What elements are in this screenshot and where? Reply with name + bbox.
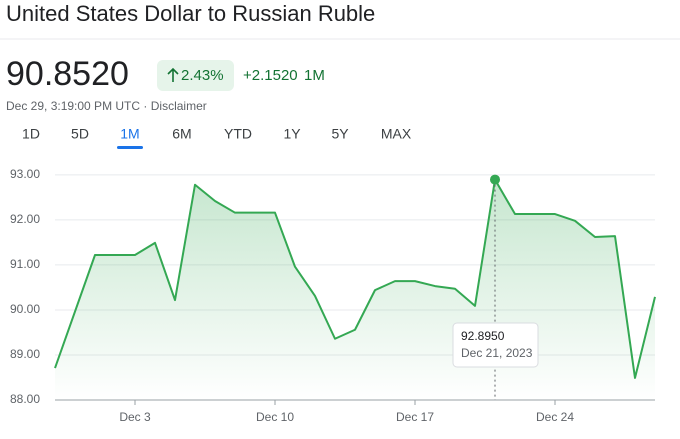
x-tick-label: Dec 24 [536, 410, 574, 424]
change-badge [157, 60, 234, 91]
separator: · [140, 99, 151, 113]
tooltip-box [452, 322, 539, 368]
tabs: 1D 5D 1M 6M YTD 1Y 5Y MAX [22, 126, 412, 149]
y-tick-label: 91.00 [10, 257, 40, 271]
area [55, 179, 655, 400]
y-tick-label: 93.00 [10, 167, 40, 181]
y-tick-label: 90.00 [10, 302, 40, 316]
period: 1M [304, 67, 325, 84]
chart: 88.00 89.00 90.00 91.00 92.00 93.00 Dec 3 Dec 1… [10, 167, 656, 424]
change-pct: 2.43% [181, 67, 224, 84]
y-tick-label: 92.00 [10, 212, 40, 226]
hover-point [490, 174, 500, 185]
tooltip-value: 92.8950 [461, 329, 505, 343]
timestamp: Dec 29, 3:19:00 PM UTC · Disclaimer [6, 99, 207, 113]
tab[interactable]: 6M [172, 126, 191, 142]
tab[interactable]: 5Y [331, 126, 349, 142]
up-arrow [167, 67, 179, 82]
tab[interactable]: 5D [71, 126, 89, 142]
time: Dec 29, 3:19:00 PM UTC [6, 99, 140, 113]
y-tick-label: 88.00 [10, 392, 40, 406]
tab[interactable]: MAX [381, 126, 412, 142]
title: United States Dollar to Russian Ruble [6, 1, 375, 26]
x-tick-label: Dec 3 [119, 410, 151, 424]
change: +2.1520 [243, 67, 298, 84]
disclaimer[interactable]: Disclaimer [151, 99, 207, 113]
tooltip-date: Dec 21, 2023 [461, 346, 533, 360]
tab[interactable]: 1M [120, 126, 139, 142]
line [54, 178, 656, 379]
x-tick-label: Dec 10 [256, 410, 294, 424]
y-tick-label: 89.00 [10, 347, 40, 361]
tab[interactable]: 1D [22, 126, 40, 142]
x-tick-label: Dec 17 [396, 410, 434, 424]
price: 90.8520 [6, 55, 129, 93]
tab[interactable]: 1Y [283, 126, 301, 142]
tab-underline [117, 146, 143, 149]
tab[interactable]: YTD [224, 126, 252, 142]
